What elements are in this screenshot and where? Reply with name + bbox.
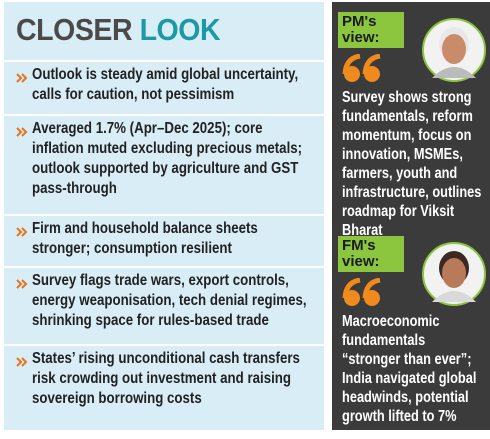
quote-mark [342,278,381,306]
bullet-item: Outlook is steady amid global uncertaint… [4,60,324,116]
chevron [21,73,28,83]
chevron [16,127,23,137]
chevron [16,279,23,289]
title: CLOSER LOOK [16,12,221,48]
bullet-text: Survey flags trade wars, export controls… [32,272,307,329]
bullet-marker [16,279,28,289]
chevron [21,279,28,289]
bullet-marker [16,357,28,367]
quote-tail [362,278,381,299]
view-tab: PM's view: [338,12,404,48]
chevron [16,357,23,367]
chevron [21,127,28,137]
view-box: FM's view: Macroeconomic fundamentals “str… [332,230,490,430]
chevron [16,73,23,83]
bullet-item: Firm and household balance sheets strong… [4,214,324,268]
portrait-face [442,34,466,64]
tab-line: PM's [342,13,377,30]
portrait [422,18,486,82]
bullet-text: States’ rising unconditional cash transf… [32,350,300,407]
view-tab: FM's view: [338,236,404,272]
tab-line: FM's [342,237,376,254]
chevron [21,227,28,237]
portrait-body [432,67,476,78]
portrait [422,242,486,306]
bullet-marker [16,227,28,237]
quote-tail [342,278,361,299]
title-part: CLOSER [16,12,133,47]
view-text: Survey shows strong fundamentals, reform… [342,89,482,239]
quote-tail [342,54,361,75]
portrait-face [442,258,466,288]
bullet-text: Averaged 1.7% (Apr–Dec 2025); core infla… [32,120,303,197]
quote-tail [362,54,381,75]
bullet-item: Survey flags trade wars, export controls… [4,266,324,346]
tab-line: view: [342,29,380,46]
bullet-item: Averaged 1.7% (Apr–Dec 2025); core infla… [4,114,324,216]
bullet-marker [16,73,28,83]
view-box: PM's view: Survey shows strong fundamental… [332,6,490,239]
bullet-text: Outlook is steady amid global uncertaint… [32,66,299,103]
bullet-item: States’ rising unconditional cash transf… [4,344,324,432]
title-part: LOOK [139,12,221,47]
portrait-body [432,291,476,302]
quote-mark [342,54,381,82]
chevron [16,227,23,237]
tab-line: view: [342,253,380,270]
chevron [21,357,28,367]
bullet-text: Firm and household balance sheets strong… [32,220,258,257]
view-text: Macroeconomic fundamentals “stronger tha… [342,313,477,425]
views-panel: PM's view: Survey shows strong fundamental… [332,2,490,430]
bullet-marker [16,127,28,137]
closer-look-panel: CLOSER LOOK Outlook is steady amid globa… [4,2,324,430]
